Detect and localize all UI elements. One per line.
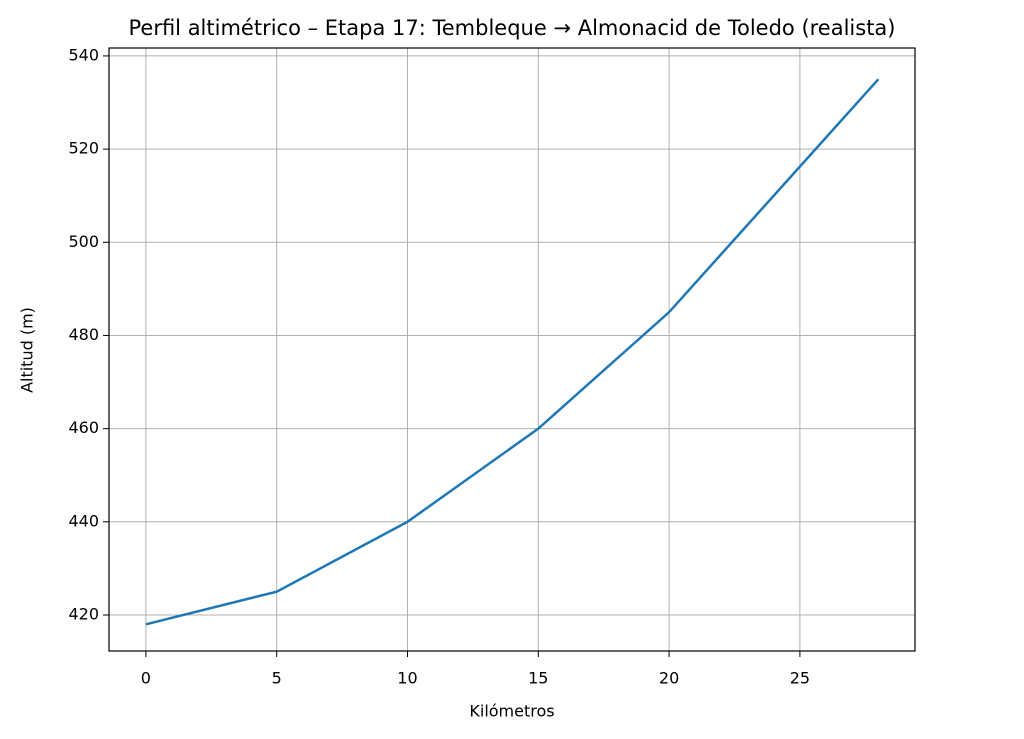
x-tick-label: 5 (272, 669, 282, 688)
plot-frame (108, 47, 916, 652)
chart-title: Perfil altimétrico – Etapa 17: Tembleque… (128, 16, 895, 40)
x-tick-label: 15 (528, 669, 548, 688)
y-tick-label: 420 (68, 604, 99, 623)
line (145, 78, 880, 626)
x-tick-label: 0 (141, 669, 151, 688)
y-tick-label: 440 (68, 511, 99, 530)
y-tick-label: 480 (68, 325, 99, 344)
y-tick-label: 500 (68, 232, 99, 251)
x-tick-label: 25 (790, 669, 810, 688)
y-axis-label: Altitud (m) (18, 307, 37, 393)
y-tick-label: 460 (68, 418, 99, 437)
x-tick-label: 20 (659, 669, 679, 688)
x-axis-label: Kilómetros (469, 702, 554, 721)
y-tick-label: 540 (68, 45, 99, 64)
x-tick-label: 10 (397, 669, 417, 688)
y-tick-label: 520 (68, 139, 99, 158)
